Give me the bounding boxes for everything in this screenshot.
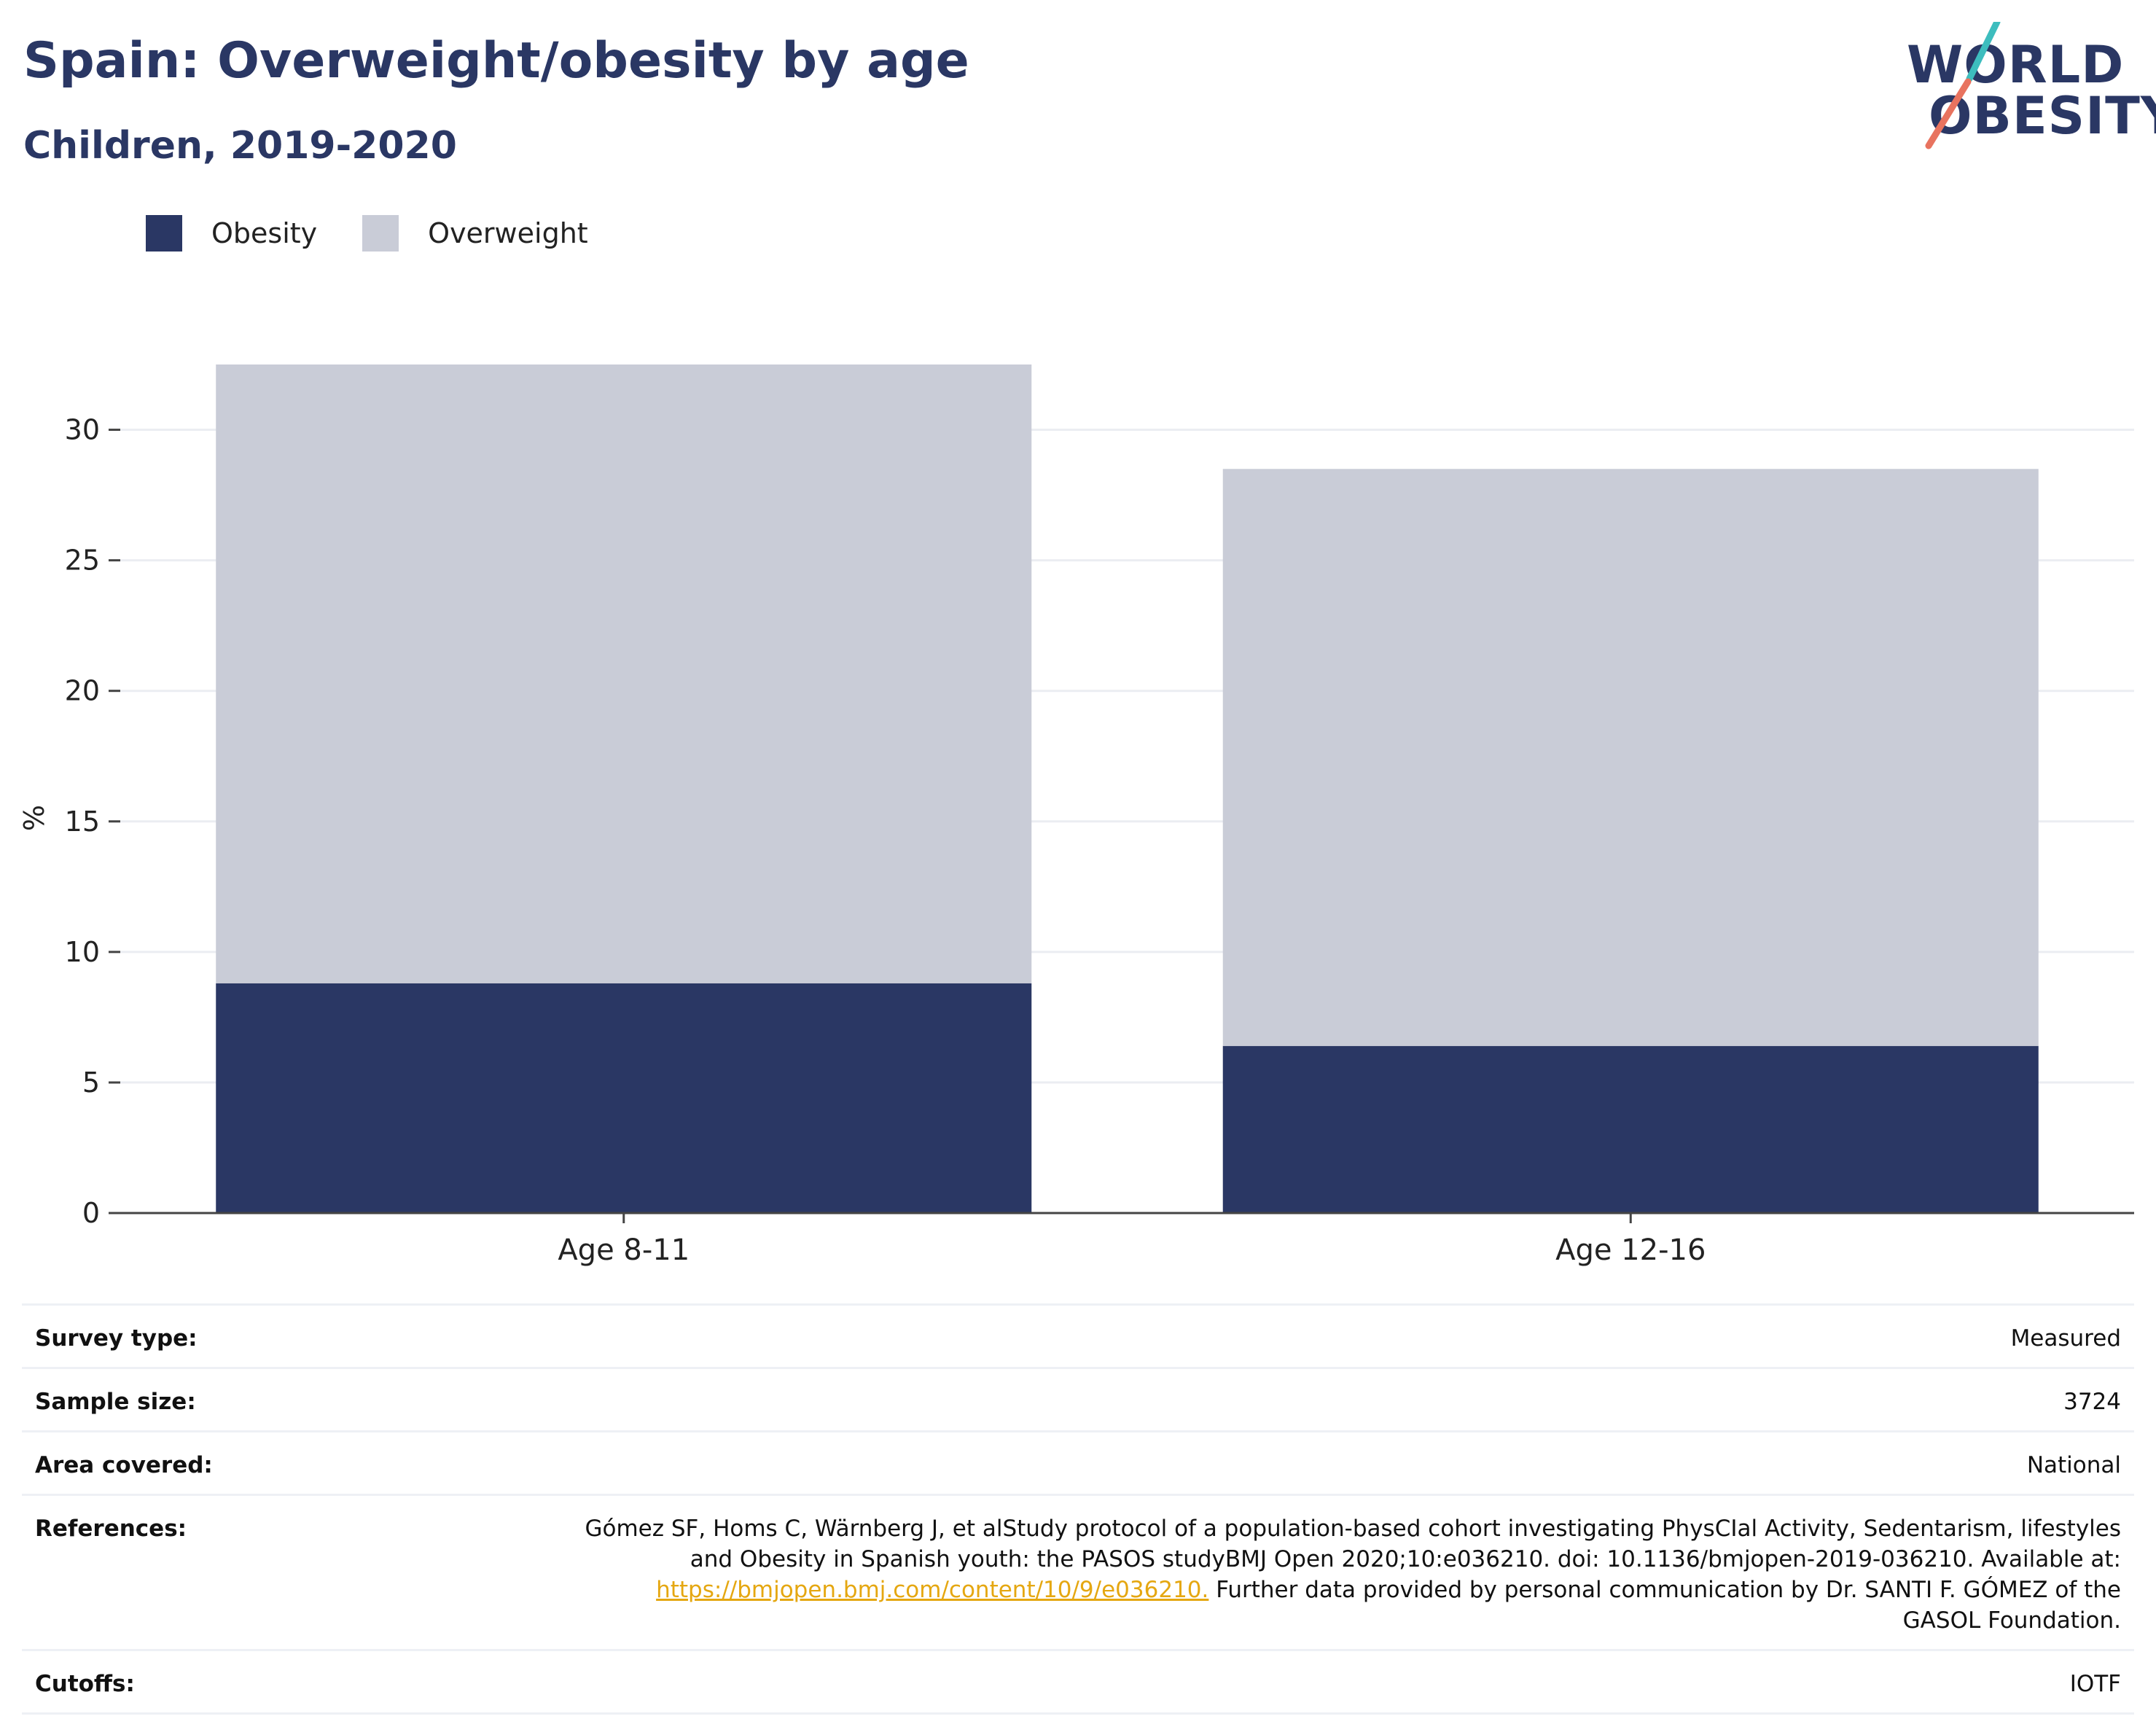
references-line-1: Gómez SF, Homs C, Wärnberg J, et alStudy… xyxy=(585,1516,2121,1542)
x-axis-ticks: Age 8-11 Age 12-16 xyxy=(558,1213,1706,1267)
y-tick-label: 0 xyxy=(82,1197,100,1229)
references-key: References: xyxy=(22,1494,427,1650)
y-tick-label: 30 xyxy=(65,414,100,446)
x-tick-label: Age 12-16 xyxy=(1555,1233,1706,1267)
chart-title: Spain: Overweight/obesity by age xyxy=(23,32,969,90)
references-line-4: GASOL Foundation. xyxy=(1902,1607,2121,1634)
references-line-2: and Obesity in Spanish youth: the PASOS … xyxy=(690,1546,2121,1572)
bars xyxy=(216,364,2039,1213)
references-value: Gómez SF, Homs C, Wärnberg J, et alStudy… xyxy=(427,1494,2134,1650)
legend-label-overweight: Overweight xyxy=(428,217,588,249)
logo-slash-icon xyxy=(1925,22,2001,149)
chart-subtitle: Children, 2019-2020 xyxy=(23,124,457,168)
bar-obesity-1[interactable] xyxy=(1222,1045,2039,1213)
area-covered-value: National xyxy=(427,1430,2134,1495)
chart-legend: Obesity Overweight xyxy=(146,215,633,252)
stacked-bar-chart: 0 5 10 15 20 25 30 Age 8-11 Age 12-16 % xyxy=(18,364,2134,1267)
x-tick-label: Age 8-11 xyxy=(558,1233,690,1267)
legend-item-obesity[interactable]: Obesity xyxy=(146,215,317,252)
world-obesity-logo: WORLD OBESITY xyxy=(1895,22,2156,160)
survey-details-table: Survey type: Measured Sample size: 3724 … xyxy=(22,1303,2134,1715)
area-covered-key: Area covered: xyxy=(22,1430,427,1495)
survey-type-key: Survey type: xyxy=(22,1303,427,1368)
y-tick-label: 10 xyxy=(65,936,100,968)
y-tick-label: 15 xyxy=(65,806,100,838)
bar-overweight-1[interactable] xyxy=(1222,469,2039,1046)
table-row: Area covered: National xyxy=(22,1430,2134,1495)
references-link[interactable]: https://bmjopen.bmj.com/content/10/9/e03… xyxy=(656,1577,1209,1603)
cutoffs-key: Cutoffs: xyxy=(22,1649,427,1715)
table-row: Survey type: Measured xyxy=(22,1303,2134,1368)
table-row: Cutoffs: IOTF xyxy=(22,1649,2134,1715)
sample-size-value: 3724 xyxy=(427,1367,2134,1432)
legend-label-obesity: Obesity xyxy=(211,217,318,249)
legend-item-overweight[interactable]: Overweight xyxy=(362,215,588,252)
legend-swatch-overweight xyxy=(362,215,399,252)
table-row: References: Gómez SF, Homs C, Wärnberg J… xyxy=(22,1494,2134,1650)
cutoffs-value: IOTF xyxy=(427,1649,2134,1715)
sample-size-key: Sample size: xyxy=(22,1367,427,1432)
legend-swatch-obesity xyxy=(146,215,182,252)
y-axis-ticks: 0 5 10 15 20 25 30 xyxy=(65,414,120,1229)
survey-type-value: Measured xyxy=(427,1303,2134,1368)
y-tick-label: 5 xyxy=(82,1067,100,1099)
y-tick-label: 20 xyxy=(65,675,100,707)
references-line-3: Further data provided by personal commun… xyxy=(1208,1577,2121,1603)
table-row: Sample size: 3724 xyxy=(22,1367,2134,1432)
y-tick-label: 25 xyxy=(65,545,100,577)
bar-obesity-0[interactable] xyxy=(216,983,1032,1213)
logo-line-world: WORLD xyxy=(1907,35,2125,95)
bar-overweight-0[interactable] xyxy=(216,364,1032,983)
y-axis-label: % xyxy=(18,805,50,831)
logo-line-obesity: OBESITY xyxy=(1929,86,2156,146)
